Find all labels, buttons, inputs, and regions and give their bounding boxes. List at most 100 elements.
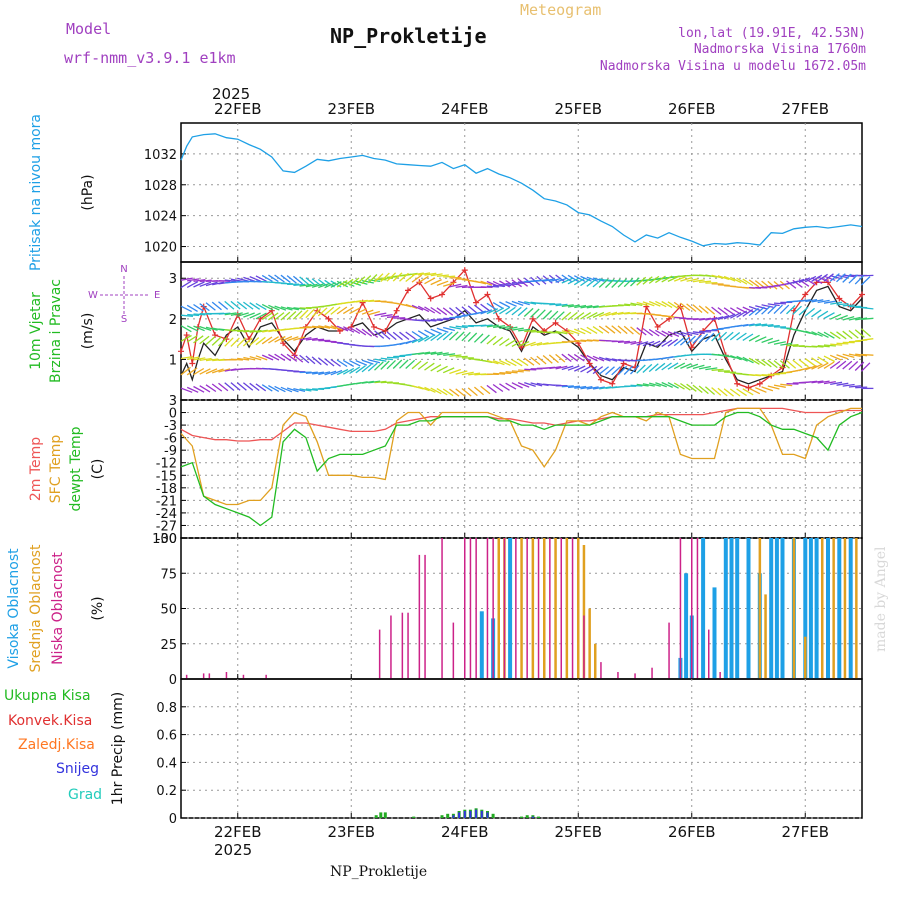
wind-arrow-983 bbox=[823, 380, 836, 385]
wind-arrow-727 bbox=[598, 356, 611, 362]
wind-arrow-111 bbox=[186, 281, 199, 288]
wind-arrow-838 bbox=[605, 366, 615, 376]
bar-3-0-8 bbox=[723, 538, 728, 679]
wind-arrow-306 bbox=[717, 307, 728, 316]
wind-arrow-304 bbox=[704, 305, 716, 315]
wind-arrow-226 bbox=[218, 301, 229, 310]
wind-arrow-824 bbox=[518, 369, 531, 372]
wind-arrow-179 bbox=[611, 278, 621, 288]
wind-arrow-151 bbox=[436, 280, 449, 287]
wind-arrow-638 bbox=[729, 331, 741, 341]
wind-arrow-797 bbox=[349, 366, 361, 375]
wind-arrow-162 bbox=[505, 282, 518, 286]
bar-3-1-11 bbox=[758, 538, 762, 679]
ytick-label-2-8: -21 bbox=[156, 494, 177, 509]
wind-arrow-757 bbox=[786, 360, 797, 369]
wind-arrow-275 bbox=[524, 301, 537, 305]
wind-arrow-504 bbox=[580, 327, 592, 335]
wind-arrow-313 bbox=[761, 304, 774, 308]
wind-arrow-260 bbox=[430, 306, 442, 315]
wind-arrow-832 bbox=[567, 365, 580, 371]
wind-arrow-217 bbox=[848, 274, 858, 284]
wind-arrow-969 bbox=[736, 388, 747, 397]
wind-arrow-436 bbox=[842, 315, 855, 321]
wind-arrow-604 bbox=[517, 341, 530, 347]
gust-marker bbox=[223, 336, 230, 343]
day-label-top-4: 26FEB bbox=[668, 100, 715, 118]
wind-arrow-620 bbox=[617, 340, 630, 344]
bar-3-2-29 bbox=[634, 673, 636, 679]
wind-arrow-659 bbox=[861, 338, 874, 341]
wind-arrow-263 bbox=[448, 307, 460, 316]
wind-arrow-811 bbox=[436, 365, 448, 373]
wind-arrow-597 bbox=[473, 333, 484, 343]
wind-arrow-222 bbox=[193, 303, 204, 312]
gust-marker bbox=[745, 384, 752, 391]
wind-arrow-336 bbox=[218, 312, 231, 315]
wind-arrow-793 bbox=[324, 370, 337, 376]
day-label-bottom-4: 26FEB bbox=[668, 823, 715, 841]
wind-arrow-301 bbox=[686, 303, 697, 313]
wind-arrow-161 bbox=[499, 283, 512, 287]
wind-arrow-593 bbox=[448, 331, 459, 341]
wind-arrow-975 bbox=[773, 384, 786, 388]
wind-arrow-380 bbox=[492, 307, 505, 315]
wind-arrow-355 bbox=[336, 306, 348, 315]
bar-3-2-24 bbox=[560, 538, 562, 679]
wind-arrow-869 bbox=[798, 366, 811, 372]
wind-arrow-980 bbox=[805, 380, 818, 384]
wind-arrow-442 bbox=[193, 325, 205, 332]
bar-3-2-14 bbox=[464, 538, 466, 679]
bar-3-2-13 bbox=[452, 622, 455, 679]
gust-marker bbox=[393, 307, 400, 314]
wind-arrow-190 bbox=[680, 276, 693, 282]
wind-arrow-267 bbox=[474, 304, 485, 314]
bar-4-0-5 bbox=[446, 813, 450, 818]
wind-arrow-148 bbox=[417, 275, 429, 284]
wind-arrow-891 bbox=[249, 382, 260, 392]
wind-arrow-683 bbox=[324, 358, 335, 367]
wind-arrow-229 bbox=[236, 301, 248, 310]
wind-arrow-546 bbox=[842, 330, 853, 340]
wind-arrow-594 bbox=[455, 331, 465, 341]
wind-arrow-601 bbox=[499, 338, 510, 347]
wind-arrow-899 bbox=[299, 388, 312, 392]
wind-arrow-509 bbox=[611, 325, 622, 334]
wind-arrow-293 bbox=[636, 301, 649, 307]
bar-3-2-10 bbox=[418, 554, 421, 679]
wind-arrow-965 bbox=[711, 387, 722, 396]
wind-arrow-887 bbox=[224, 382, 235, 392]
wind-arrow-88 bbox=[730, 276, 742, 284]
wind-arrow-554 bbox=[205, 336, 216, 346]
wind-arrow-748 bbox=[730, 354, 742, 361]
bar-4-1-2 bbox=[463, 811, 466, 818]
wind-arrow-220 bbox=[180, 305, 192, 313]
wind-arrow-85 bbox=[711, 274, 724, 279]
wind-arrow-988 bbox=[855, 386, 868, 389]
wind-arrow-847 bbox=[661, 362, 672, 371]
wind-arrow-851 bbox=[686, 363, 699, 369]
wind-arrow-330 bbox=[180, 314, 194, 317]
wind-arrow-624 bbox=[642, 340, 655, 347]
series-line-2-2 bbox=[180, 411, 863, 527]
wind-arrow-600 bbox=[492, 336, 504, 346]
wind-arrow-722 bbox=[567, 353, 579, 362]
wind-arrow-569 bbox=[299, 336, 312, 341]
bar-3-2-34 bbox=[696, 538, 699, 679]
wind-arrow-12 bbox=[255, 275, 267, 282]
wind-arrow-153 bbox=[449, 283, 462, 288]
wind-arrow-354 bbox=[330, 306, 341, 315]
wind-arrow-314 bbox=[767, 303, 780, 307]
bar-3-1-12 bbox=[764, 594, 767, 679]
wind-arrow-234 bbox=[268, 304, 280, 311]
legend-ukupna-kisa: Ukupna Kisa bbox=[4, 688, 91, 704]
bar-3-2-23 bbox=[549, 538, 551, 679]
wind-arrow-955 bbox=[649, 382, 661, 387]
wind-arrow-499 bbox=[549, 331, 562, 334]
wind-arrow-912 bbox=[380, 381, 393, 384]
wind-arrow-185 bbox=[648, 275, 660, 284]
wind-arrow-646 bbox=[780, 342, 793, 346]
wind-arrow-771 bbox=[186, 367, 198, 376]
wind-arrow-281 bbox=[561, 304, 574, 308]
wind-arrow-643 bbox=[761, 337, 774, 344]
